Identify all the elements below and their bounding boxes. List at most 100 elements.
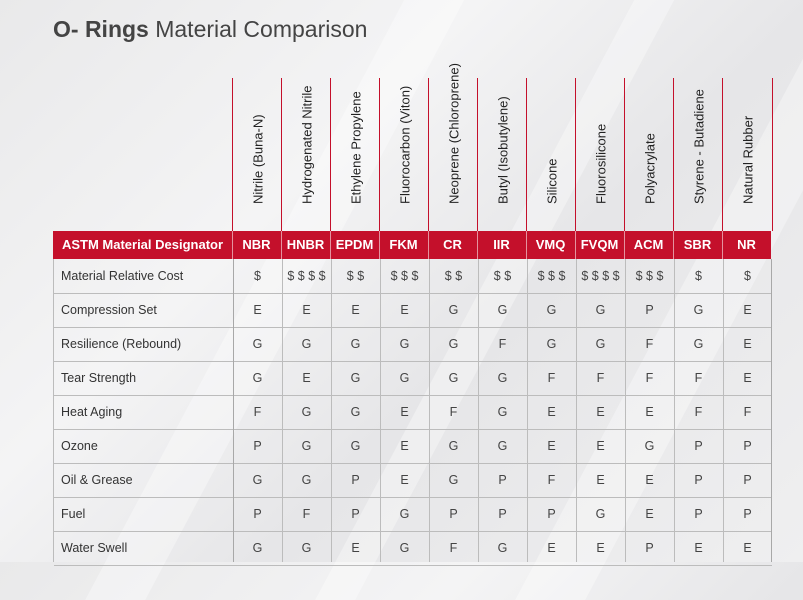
designator-code: FKM — [389, 237, 418, 252]
rating-cell: F — [498, 337, 507, 351]
designator-code: ACM — [633, 237, 664, 252]
rating-cell: P — [351, 473, 360, 487]
rating-cell: F — [694, 371, 703, 385]
material-header: Fluorosilicone — [575, 78, 625, 231]
rating-cell: $ — [695, 269, 702, 283]
designator-code: EPDM — [335, 237, 374, 252]
designator-code: SBR — [683, 237, 712, 252]
rating-cell: P — [253, 507, 262, 521]
rating-cell: G — [497, 371, 508, 385]
table-row: Fuel P F P G P P P G E P P — [54, 497, 772, 532]
rating-cell: F — [449, 541, 458, 555]
grid-line — [331, 259, 332, 562]
rating-cell: G — [252, 371, 263, 385]
grid-line — [233, 259, 234, 562]
rating-cell: F — [449, 405, 458, 419]
rating-cell: E — [743, 541, 752, 555]
row-label: Heat Aging — [61, 405, 123, 419]
rating-cell: $ $ $ — [390, 269, 419, 283]
rating-cell: E — [351, 303, 360, 317]
grid-line — [771, 259, 772, 562]
rating-cell: P — [743, 473, 752, 487]
column-separator — [624, 231, 625, 259]
rating-cell: G — [252, 337, 263, 351]
material-name: Natural Rubber — [740, 115, 755, 204]
rating-cell: G — [595, 507, 606, 521]
rating-cell: E — [547, 405, 556, 419]
table-row: Compression Set E E E E G G G G P G E — [54, 293, 772, 328]
material-header: Natural Rubber — [722, 78, 773, 231]
rating-cell: P — [351, 507, 360, 521]
table-row: Heat Aging F G G E F G E E E F F — [54, 395, 772, 430]
material-name: Nitrile (Buna-N) — [250, 114, 265, 204]
material-name: Ethylene Propylene — [348, 91, 363, 204]
rating-cell: E — [351, 541, 360, 555]
designator-code: HNBR — [286, 237, 325, 252]
column-separator — [477, 231, 478, 259]
material-header: Neoprene (Chloroprene) — [428, 63, 478, 231]
rating-cell: $ $ $ $ — [287, 269, 326, 283]
rating-cell: E — [547, 439, 556, 453]
designator-row: ASTM Material Designator NBR HNBR EPDM FKM C… — [53, 231, 771, 259]
rating-cell: $ $ $ — [537, 269, 566, 283]
rating-cell: E — [645, 405, 654, 419]
rating-cell: G — [252, 473, 263, 487]
grid-line — [527, 259, 528, 562]
title-rest: Material Comparison — [155, 16, 368, 42]
column-separator — [330, 231, 331, 259]
rating-cell: $ — [254, 269, 261, 283]
grid-line — [576, 259, 577, 562]
column-separator — [673, 231, 674, 259]
row-label: Ozone — [61, 439, 98, 453]
designator-code: NBR — [242, 237, 271, 252]
material-name: Silicone — [544, 158, 559, 204]
rating-cell: $ — [744, 269, 751, 283]
grid-line — [380, 259, 381, 562]
rating-cell: E — [645, 473, 654, 487]
rating-cell: P — [645, 541, 654, 555]
rating-cell: F — [547, 473, 556, 487]
column-separator — [281, 231, 282, 259]
material-name: Fluorosilicone — [593, 123, 608, 204]
rating-cell: G — [399, 507, 410, 521]
material-name: Neoprene (Chloroprene) — [446, 63, 461, 204]
rating-cell: E — [547, 541, 556, 555]
grid-line — [429, 259, 430, 562]
rating-cell: G — [497, 541, 508, 555]
rating-cell: E — [400, 473, 409, 487]
rating-cell: F — [694, 405, 703, 419]
rating-cell: G — [448, 473, 459, 487]
table-row: Resilience (Rebound) G G G G G F G G F G E — [54, 327, 772, 362]
grid-line — [282, 259, 283, 562]
designator-code: VMQ — [535, 237, 566, 252]
material-name: Butyl (Isobutylene) — [495, 96, 510, 204]
rating-cell: G — [448, 337, 459, 351]
rating-cell: G — [497, 303, 508, 317]
material-header: Ethylene Propylene — [330, 78, 380, 231]
rating-cell: G — [546, 337, 557, 351]
material-header: Butyl (Isobutylene) — [477, 78, 527, 231]
rating-cell: G — [644, 439, 655, 453]
material-name: Fluorocarbon (Viton) — [397, 85, 412, 204]
row-label: Resilience (Rebound) — [61, 337, 182, 351]
rating-cell: $ $ $ $ — [581, 269, 620, 283]
grid-line — [723, 259, 724, 562]
column-separator — [575, 231, 576, 259]
rating-cell: E — [596, 473, 605, 487]
rating-cell: P — [498, 473, 507, 487]
designator-label: ASTM Material Designator — [61, 237, 224, 252]
rating-cell: G — [399, 541, 410, 555]
grid-line — [478, 259, 479, 562]
rating-cell: F — [302, 507, 311, 521]
designator-code: FVQM — [580, 237, 619, 252]
row-label: Tear Strength — [61, 371, 137, 385]
column-separator — [722, 231, 723, 259]
rating-cell: G — [301, 337, 312, 351]
rating-cell: $ $ — [346, 269, 365, 283]
rating-cell: P — [694, 439, 703, 453]
rating-cell: E — [743, 303, 752, 317]
rating-cell: P — [743, 507, 752, 521]
rating-cell: G — [595, 303, 606, 317]
rating-cell: G — [301, 473, 312, 487]
rating-cell: E — [645, 507, 654, 521]
